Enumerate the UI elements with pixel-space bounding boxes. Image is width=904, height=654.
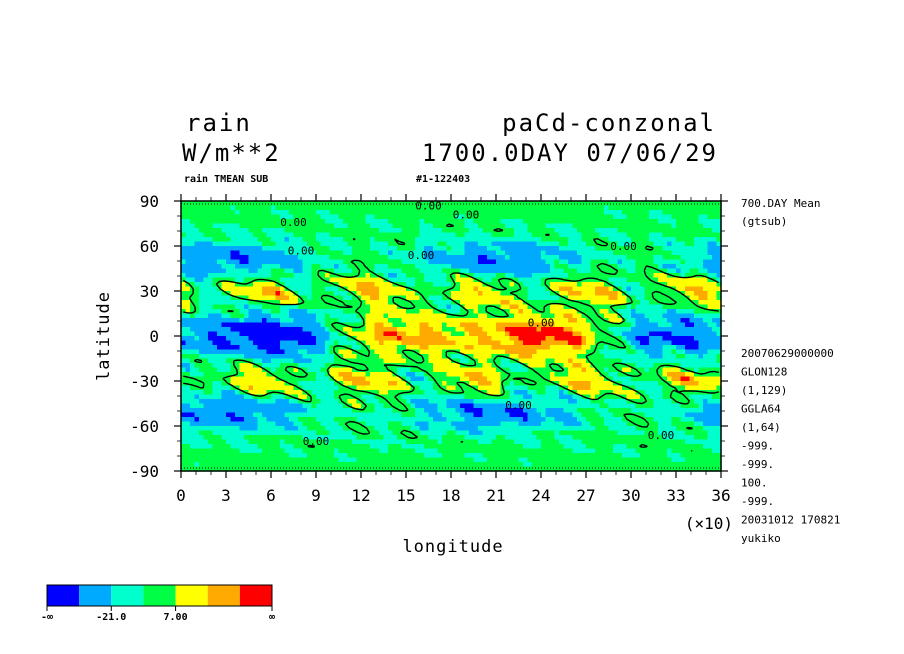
x-tick-label: 30 [621, 486, 640, 505]
x-axis-label: longitude [402, 537, 503, 557]
contour-label: 0.00 [648, 429, 675, 442]
x-tick-label: 18 [441, 486, 460, 505]
contour-label: 0.00 [408, 249, 435, 262]
side-info-top-line: (gtsub) [741, 215, 787, 228]
rain-field [181, 201, 722, 472]
y-tick-label: 60 [140, 237, 159, 256]
time-stamp: 1700.0DAY 07/06/29 [422, 139, 718, 167]
contour-label: 0.00 [453, 209, 480, 222]
side-info-line: (1,129) [741, 384, 787, 397]
colorbar-swatch [175, 585, 208, 606]
x-tick-label: 0 [176, 486, 186, 505]
contour-label: 0.00 [288, 245, 315, 258]
side-info-line: -999. [741, 458, 774, 471]
colorbar-swatch [239, 585, 272, 606]
side-info-line: 20070629000000 [741, 347, 834, 360]
side-info-line: -999. [741, 495, 774, 508]
x-tick-label: 6 [266, 486, 276, 505]
y-tick-label: -90 [130, 462, 159, 481]
contour-label: 0.00 [280, 216, 307, 229]
x-tick-label: 15 [396, 486, 415, 505]
x-tick-label: 9 [311, 486, 321, 505]
y-axis-label: latitude [94, 291, 114, 381]
colorbar-frame [46, 584, 273, 607]
side-info-line: GLON128 [741, 366, 787, 379]
variable-units: W/m**2 [182, 139, 281, 167]
side-info-top-line: 700.DAY Mean [741, 197, 820, 210]
side-info-line: -999. [741, 440, 774, 453]
contour-labels: 0.00 0.00 0.00 0.00 0.00 0.00 0.00 0.00 0.00 0.00 [280, 200, 674, 449]
x-tick-label: 33 [666, 486, 685, 505]
side-info-line: 20031012 170821 [741, 514, 840, 527]
x-tick-label: 36 [711, 486, 730, 505]
side-info-line: yukiko [741, 532, 781, 545]
experiment-name: paCd-conzonal [502, 109, 716, 137]
contour-label: 0.00 [528, 317, 555, 330]
y-tick-label: -60 [130, 417, 159, 436]
variable-name: rain [186, 109, 252, 137]
contour-label: 0.00 [303, 435, 330, 448]
side-info: 700.DAY Mean (gtsub) 20070629000000 GLON128… [741, 197, 840, 545]
colorbar-label: ∞ [269, 612, 275, 623]
contour-lines [181, 203, 721, 469]
colorbar-swatch [79, 585, 112, 606]
x-tick-label: 3 [221, 486, 231, 505]
contour-label: 0.00 [610, 240, 637, 253]
x-tick-label: 12 [351, 486, 370, 505]
run-id: #1-122403 [416, 174, 470, 185]
y-tick-label: -30 [130, 372, 159, 391]
x-tick-label: 24 [531, 486, 550, 505]
colorbar-label: 7.00 [164, 612, 188, 623]
contour-label: 0.00 [415, 200, 442, 213]
colorbar-label: -∞ [41, 612, 53, 623]
x-multiplier-label: (×10) [685, 514, 733, 533]
colorbar-swatch [143, 585, 176, 606]
contour-zero [182, 223, 720, 452]
side-info-line: (1,64) [741, 421, 781, 434]
colorbar-swatch [47, 585, 80, 606]
colorbar-swatch [207, 585, 240, 606]
y-tick-label: 30 [140, 282, 159, 301]
y-tick-label: 0 [149, 327, 159, 346]
colorbar: -∞ -21.0 7.00 ∞ [41, 584, 275, 623]
x-tick-label: 27 [576, 486, 595, 505]
subtitle: rain TMEAN SUB [184, 173, 268, 185]
side-info-line: GGLA64 [741, 403, 781, 416]
colorbar-swatch [111, 585, 144, 606]
x-tick-label: 21 [486, 486, 505, 505]
colorbar-label: -21.0 [96, 612, 126, 623]
contour-label: 0.00 [505, 399, 532, 412]
y-tick-label: 90 [140, 192, 159, 211]
side-info-line: 100. [741, 477, 768, 490]
